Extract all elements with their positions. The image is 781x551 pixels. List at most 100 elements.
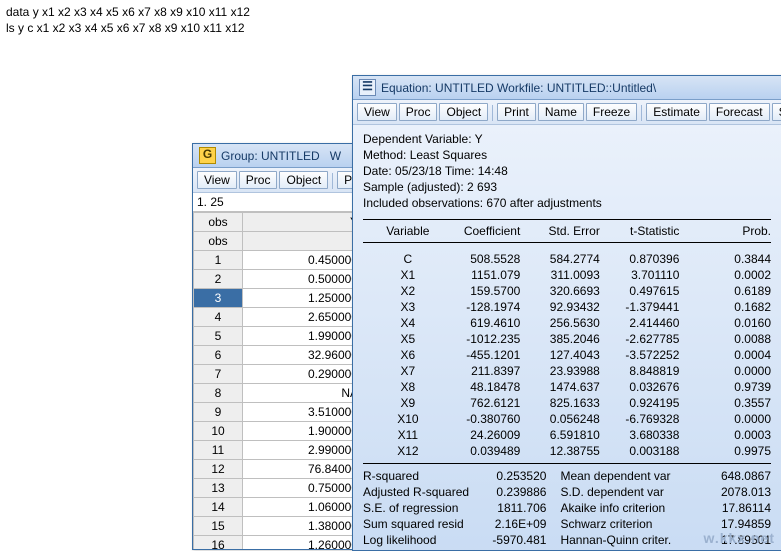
proc-button[interactable]: Proc	[399, 103, 438, 121]
coef-se: 127.4043	[532, 347, 612, 363]
th-variable: Variable	[363, 220, 453, 243]
diag-row: R-squared0.253520Mean dependent var648.0…	[363, 468, 771, 484]
row-value[interactable]: 1.260000	[243, 536, 363, 551]
coef-variable: X6	[363, 347, 453, 363]
row-value[interactable]: 32.96000	[243, 346, 363, 365]
table-row[interactable]: 31.250000	[194, 289, 363, 308]
diag-key2: Schwarz criterion	[560, 516, 697, 532]
date-time: Date: 05/23/18 Time: 14:48	[363, 163, 771, 179]
diag-key: Sum squared resid	[363, 516, 492, 532]
table-row[interactable]: 151.380000	[194, 517, 363, 536]
coef-row: X5-1012.235385.2046-2.6277850.0088	[363, 331, 771, 347]
equation-titlebar[interactable]: ☰ Equation: UNTITLED Workfile: UNTITLED:…	[353, 76, 781, 100]
coef-variable: X2	[363, 283, 453, 299]
coef-se: 23.93988	[532, 363, 612, 379]
command-line-1: data y x1 x2 x3 x4 x5 x6 x7 x8 x9 x10 x1…	[6, 4, 775, 20]
equation-window[interactable]: ☰ Equation: UNTITLED Workfile: UNTITLED:…	[352, 75, 781, 551]
table-row[interactable]: 20.500000	[194, 270, 363, 289]
table-row[interactable]: 130.750000	[194, 479, 363, 498]
coef-variable: X7	[363, 363, 453, 379]
row-value[interactable]: 0.290000	[243, 365, 363, 384]
coef-value: 1151.079	[453, 267, 533, 283]
coef-t: 3.701110	[612, 267, 692, 283]
coef-row: X10-0.3807600.056248-6.7693280.0000	[363, 411, 771, 427]
table-row[interactable]: 42.650000	[194, 308, 363, 327]
row-index: 9	[194, 403, 243, 422]
table-row[interactable]: 10.450000	[194, 251, 363, 270]
row-index: 7	[194, 365, 243, 384]
coef-value: 0.039489	[453, 443, 533, 459]
row-value[interactable]: 1.060000	[243, 498, 363, 517]
row-value[interactable]: 1.250000	[243, 289, 363, 308]
group-window[interactable]: G Group: UNTITLED W ViewProcObjectPrint …	[192, 143, 364, 550]
table-row[interactable]: 632.96000	[194, 346, 363, 365]
coef-variable: X11	[363, 427, 453, 443]
diag-val2: 648.0867	[698, 468, 771, 484]
table-row[interactable]: 141.060000	[194, 498, 363, 517]
equation-header: Dependent Variable: Y Method: Least Squa…	[363, 131, 771, 211]
coef-value: 508.5528	[453, 251, 533, 267]
coef-row: X9762.6121825.16330.9241950.3557	[363, 395, 771, 411]
table-row[interactable]: 70.290000	[194, 365, 363, 384]
table-row[interactable]: 93.510000	[194, 403, 363, 422]
coef-se: 311.0093	[532, 267, 612, 283]
row-value[interactable]: 2.650000	[243, 308, 363, 327]
row-value[interactable]: NA	[243, 384, 363, 403]
coef-row: X1124.260096.5918103.6803380.0003	[363, 427, 771, 443]
table-row[interactable]: 1276.84000	[194, 460, 363, 479]
row-value[interactable]: 1.380000	[243, 517, 363, 536]
stats-button[interactable]: Stats	[772, 103, 781, 121]
th-prob: Prob.	[691, 220, 771, 243]
object-button[interactable]: Object	[439, 103, 488, 121]
coef-se: 12.38755	[532, 443, 612, 459]
equation-toolbar: ViewProcObject PrintNameFreeze EstimateFor…	[353, 100, 781, 125]
method: Method: Least Squares	[363, 147, 771, 163]
coef-se: 825.1633	[532, 395, 612, 411]
forecast-button[interactable]: Forecast	[709, 103, 770, 121]
object-button[interactable]: Object	[279, 171, 328, 189]
diag-row: S.E. of regression1811.706Akaike info cr…	[363, 500, 771, 516]
dep-var: Dependent Variable: Y	[363, 131, 771, 147]
view-button[interactable]: View	[357, 103, 397, 121]
watermark: w.kkx.net	[703, 530, 775, 546]
group-cell-value: 1. 25	[193, 193, 363, 212]
group-icon: G	[199, 147, 216, 164]
row-value[interactable]: 0.750000	[243, 479, 363, 498]
coef-variable: X9	[363, 395, 453, 411]
th-t: t-Statistic	[612, 220, 692, 243]
command-area: data y x1 x2 x3 x4 x5 x6 x7 x8 x9 x10 x1…	[0, 0, 781, 40]
table-row[interactable]: 51.990000	[194, 327, 363, 346]
row-value[interactable]: 2.990000	[243, 441, 363, 460]
coef-variable: X3	[363, 299, 453, 315]
group-titlebar[interactable]: G Group: UNTITLED W	[193, 144, 363, 168]
print-button[interactable]: Print	[497, 103, 536, 121]
row-value[interactable]: 0.450000	[243, 251, 363, 270]
diag-key: S.E. of regression	[363, 500, 492, 516]
table-row[interactable]: 101.900000	[194, 422, 363, 441]
view-button[interactable]: View	[197, 171, 237, 189]
estimate-button[interactable]: Estimate	[646, 103, 707, 121]
row-value[interactable]: 3.510000	[243, 403, 363, 422]
row-index: 12	[194, 460, 243, 479]
coef-t: 8.848819	[612, 363, 692, 379]
equation-icon: ☰	[359, 79, 376, 96]
coef-t: -3.572252	[612, 347, 692, 363]
coef-se: 92.93432	[532, 299, 612, 315]
freeze-button[interactable]: Freeze	[586, 103, 637, 121]
group-grid[interactable]: obsY obsy 10.45000020.50000031.25000042.…	[193, 212, 363, 550]
row-value[interactable]: 0.500000	[243, 270, 363, 289]
table-row[interactable]: 161.260000	[194, 536, 363, 551]
row-value[interactable]: 1.990000	[243, 327, 363, 346]
coef-value: 24.26009	[453, 427, 533, 443]
table-row[interactable]: 8NA	[194, 384, 363, 403]
row-value[interactable]: 1.900000	[243, 422, 363, 441]
col-header-y2: y	[243, 232, 363, 251]
proc-button[interactable]: Proc	[239, 171, 278, 189]
row-value[interactable]: 76.84000	[243, 460, 363, 479]
coefficients-table: Variable Coefficient Std. Error t-Statis…	[363, 219, 771, 459]
coef-variable: X5	[363, 331, 453, 347]
group-body: 1. 25 obsY obsy 10.45000020.50000031.250…	[193, 193, 363, 550]
coef-row: X6-455.1201127.4043-3.5722520.0004	[363, 347, 771, 363]
table-row[interactable]: 112.990000	[194, 441, 363, 460]
name-button[interactable]: Name	[538, 103, 584, 121]
